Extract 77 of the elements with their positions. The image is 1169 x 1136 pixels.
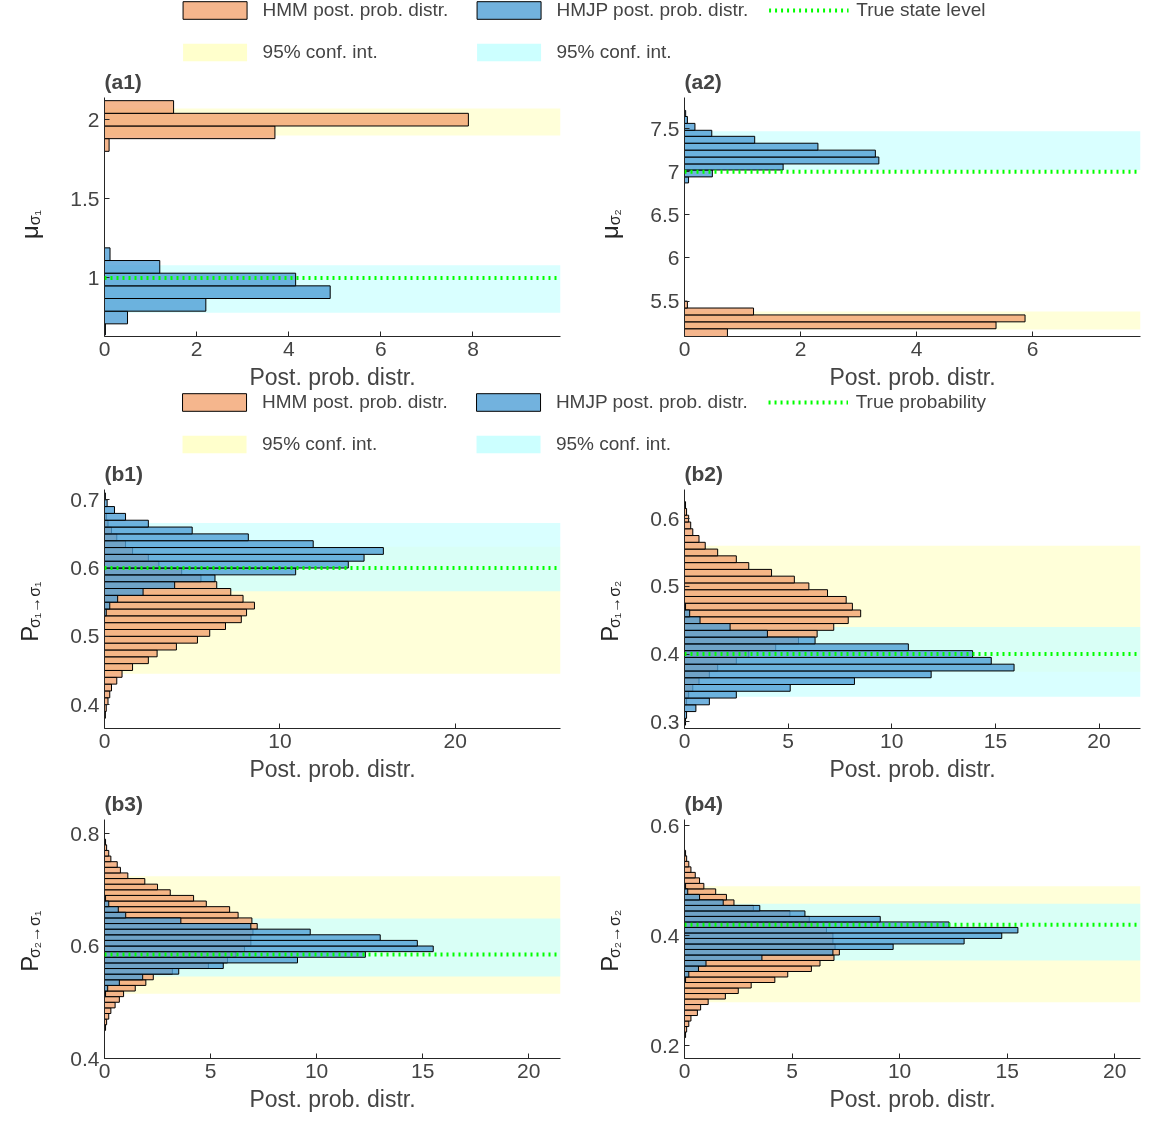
y-tick-label: 0.4 [650,923,680,947]
legend-label: 95% conf. int. [262,433,378,455]
x-tick-label: 2 [794,336,807,360]
legend-label: HMJP post. prob. distr. [556,0,749,21]
y-tick-label: 0.5 [70,624,100,648]
legend-label: 95% conf. int. [262,41,378,63]
legend-label: True probability [855,391,986,413]
y-axis-title: μσ₁ [16,209,43,239]
legend-label: HMM post. prob. distr. [262,0,449,21]
x-axis-title: Post. prob. distr. [829,1085,996,1112]
y-tick-label: 6.5 [650,202,680,226]
x-tick-label: 0 [678,336,691,360]
x-tick-label: 10 [268,728,292,752]
y-axis-title: μσ₂ [596,209,623,239]
y-axis-title: Pσ₂→σ₁ [16,910,43,972]
x-tick-label: 20 [1103,1058,1127,1082]
chart-title: (b1) [104,461,143,485]
x-tick-label: 0 [678,728,691,752]
legend-label: 95% conf. int. [555,433,671,455]
y-tick-label: 0.4 [70,1046,100,1070]
y-tick-label: 6 [667,245,680,269]
legend-label: HMJP post. prob. distr. [555,391,748,413]
x-tick-label: 5 [204,1058,217,1082]
x-axis-title: Post. prob. distr. [249,363,416,390]
chart-title: (a1) [104,69,142,93]
x-axis-title: Post. prob. distr. [829,363,996,390]
x-tick-label: 20 [517,1058,541,1082]
x-tick-label: 0 [678,1058,691,1082]
x-tick-label: 20 [1087,728,1111,752]
x-tick-label: 10 [304,1058,329,1082]
x-tick-label: 0 [98,336,111,360]
x-tick-label: 15 [410,1058,435,1082]
legend-label: True state level [856,0,986,21]
y-tick-label: 7.5 [650,116,680,140]
chart-title: (a2) [684,69,722,93]
y-axis-title: Pσ₂→σ₂ [596,909,623,972]
x-axis-title: Post. prob. distr. [249,755,416,782]
y-tick-label: 0.4 [650,642,680,666]
legend-label: 95% conf. int. [556,41,672,63]
x-tick-label: 4 [910,336,923,360]
y-tick-label: 0.6 [70,556,100,580]
x-tick-label: 6 [1026,336,1039,360]
y-tick-label: 2 [87,107,100,131]
x-tick-label: 5 [786,1058,798,1082]
y-tick-label: 0.6 [650,506,680,530]
y-tick-label: 5.5 [650,289,680,313]
x-tick-label: 20 [443,728,467,752]
y-tick-label: 0.3 [650,709,680,733]
y-tick-label: 0.6 [70,934,100,958]
x-axis-title: Post. prob. distr. [249,1085,416,1112]
chart-title: (b4) [684,791,723,815]
x-tick-label: 8 [467,336,479,360]
x-tick-label: 0 [98,1058,111,1082]
y-tick-label: 0.4 [70,692,100,716]
x-tick-label: 5 [782,728,794,752]
y-tick-label: 0.8 [70,821,100,845]
x-tick-label: 15 [995,1058,1019,1082]
y-tick-label: 7 [667,159,680,183]
x-axis-title: Post. prob. distr. [829,755,996,782]
x-tick-label: 15 [983,728,1008,752]
y-tick-label: 0.6 [650,813,680,837]
x-tick-label: 10 [887,1058,912,1082]
chart-title: (b3) [104,791,143,815]
y-tick-label: 0.5 [650,574,680,598]
x-tick-label: 2 [190,336,203,360]
y-axis-title: Pσ₁→σ₂ [596,580,623,642]
x-tick-label: 6 [375,336,387,360]
x-tick-label: 4 [282,336,295,360]
chart-title: (b2) [684,461,723,485]
y-axis-title: Pσ₁→σ₁ [16,581,43,642]
y-tick-label: 0.2 [650,1033,680,1057]
x-tick-label: 0 [98,728,111,752]
y-tick-label: 1.5 [70,186,100,210]
x-tick-label: 10 [880,728,904,752]
y-tick-label: 0.7 [70,487,100,511]
y-tick-label: 1 [87,265,100,289]
legend-label: HMM post. prob. distr. [262,391,448,413]
